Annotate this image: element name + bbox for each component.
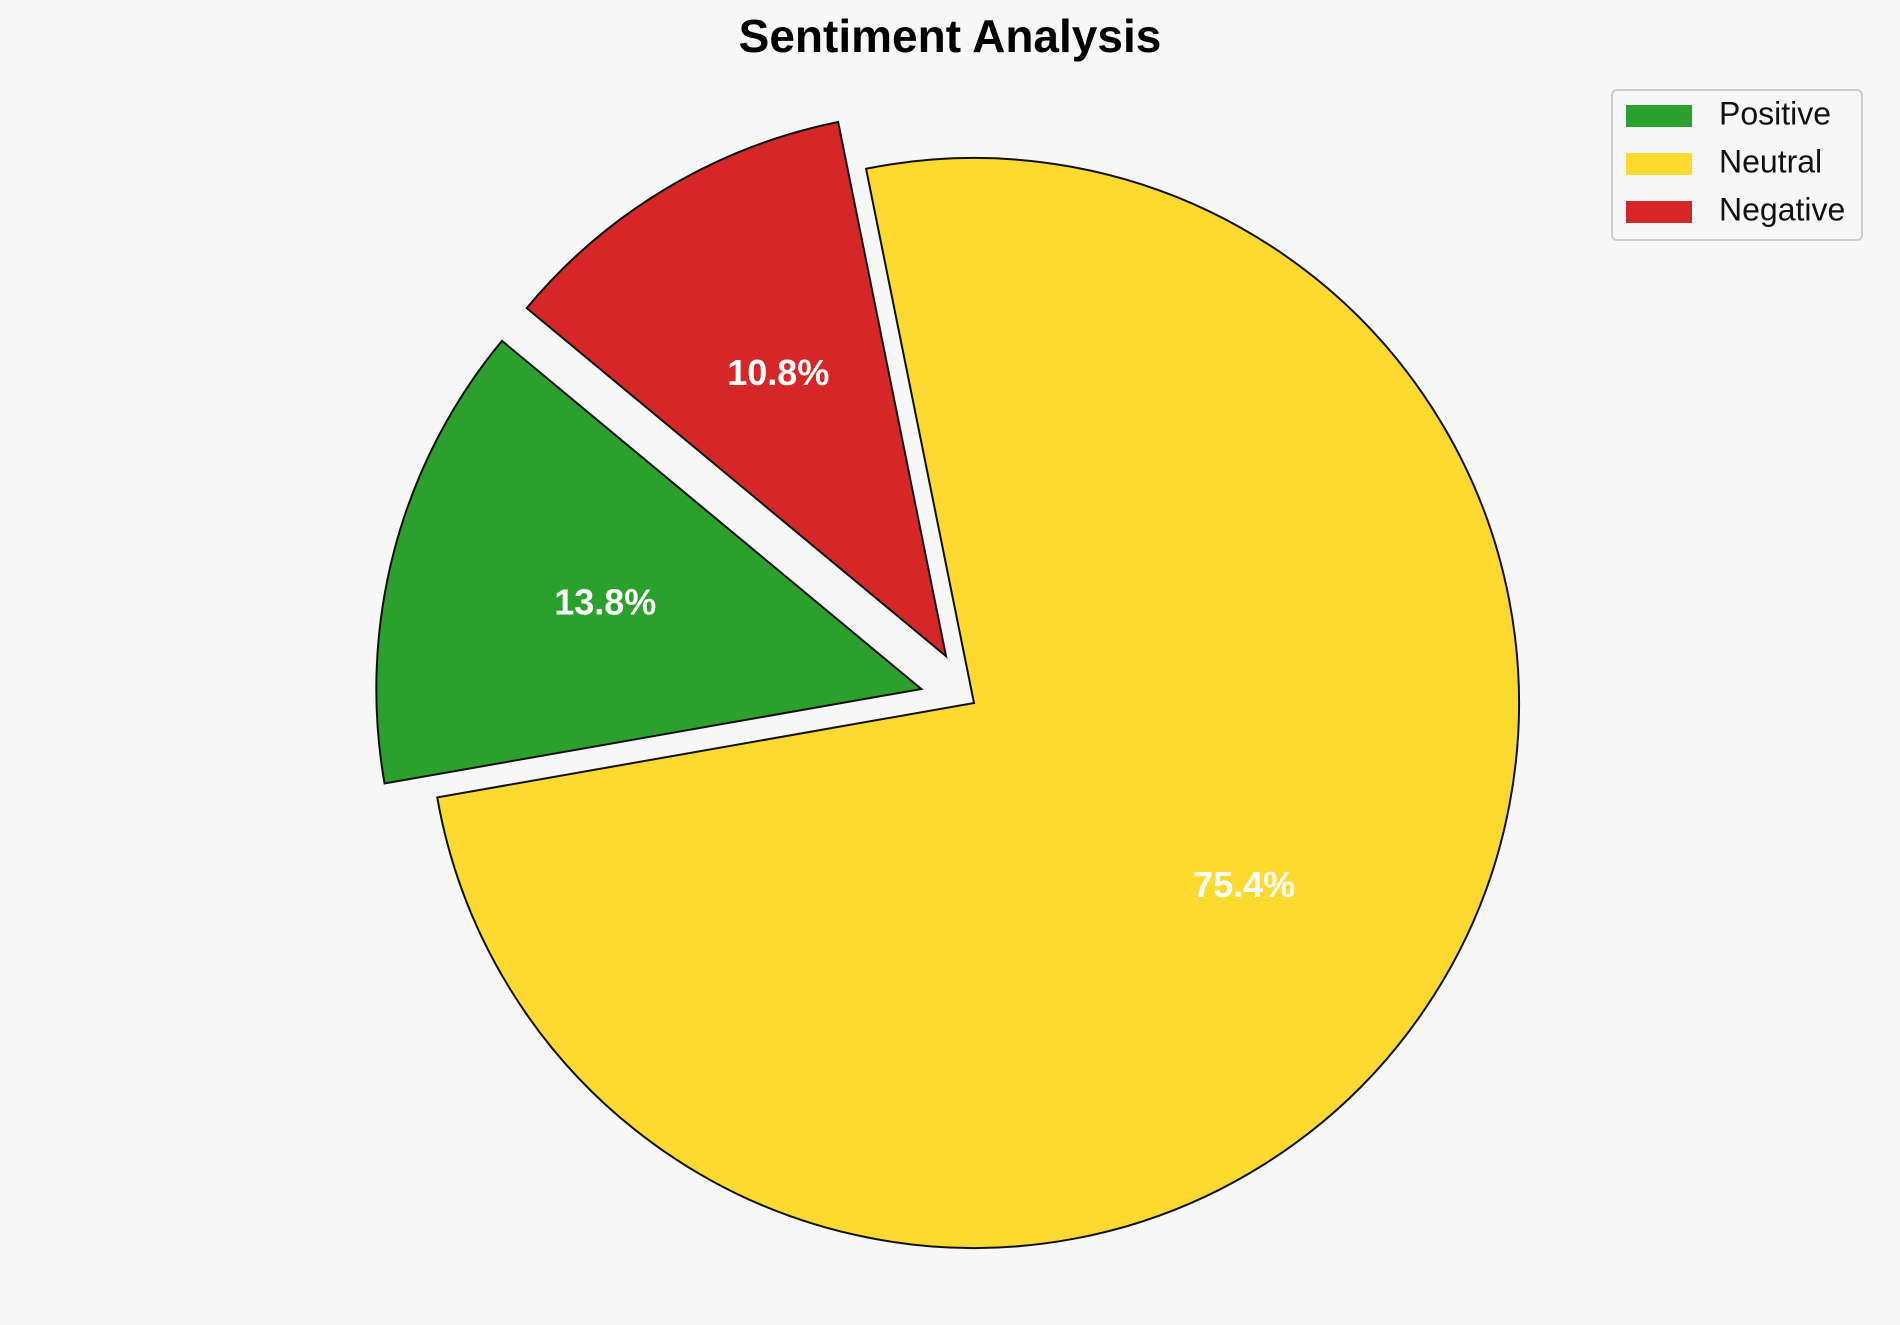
legend-swatch [1626, 201, 1692, 223]
chart-title: Sentiment Analysis [739, 10, 1162, 62]
pie-slice [436, 157, 1520, 1249]
legend-label: Neutral [1719, 143, 1822, 179]
legend-swatch [1626, 153, 1692, 175]
legend-label: Positive [1719, 95, 1831, 131]
data-label: 75.4% [1193, 864, 1295, 905]
legend-label: Negative [1719, 191, 1845, 227]
pie-slice [375, 339, 924, 785]
data-label: 13.8% [554, 582, 656, 623]
legend-swatch [1626, 105, 1692, 127]
data-label: 10.8% [727, 352, 829, 393]
pie-slice [525, 120, 948, 659]
